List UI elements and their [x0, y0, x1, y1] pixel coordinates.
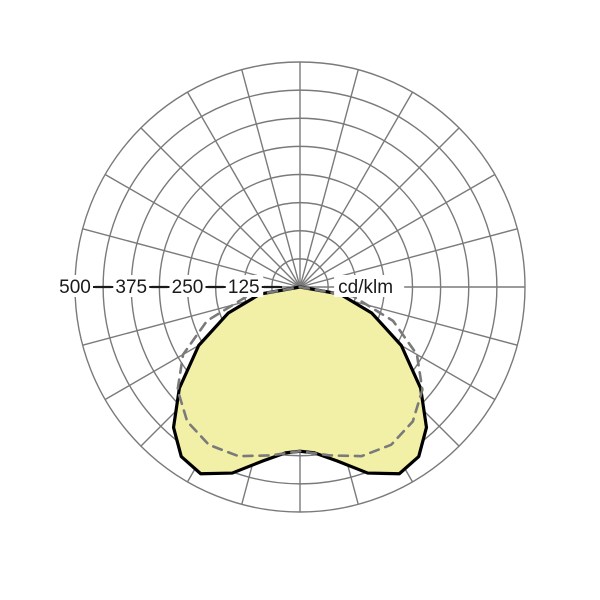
grid-spoke	[242, 70, 300, 287]
grid-spoke	[300, 70, 358, 287]
unit-label: cd/klm	[338, 277, 393, 298]
grid-spoke	[141, 128, 300, 287]
grid-spoke	[188, 92, 301, 287]
grid-spoke	[300, 229, 517, 287]
grid-spoke	[300, 175, 495, 288]
axis-label-500: 500	[59, 277, 91, 298]
grid-spoke	[105, 175, 300, 288]
grid-spoke	[300, 128, 459, 287]
axis-label-125: 125	[228, 277, 260, 298]
grid-spoke	[300, 92, 413, 287]
axis-label-375: 375	[115, 277, 147, 298]
axis-label-250: 250	[172, 277, 204, 298]
polar-chart: 500 375 250 125 cd/klm	[0, 0, 600, 600]
